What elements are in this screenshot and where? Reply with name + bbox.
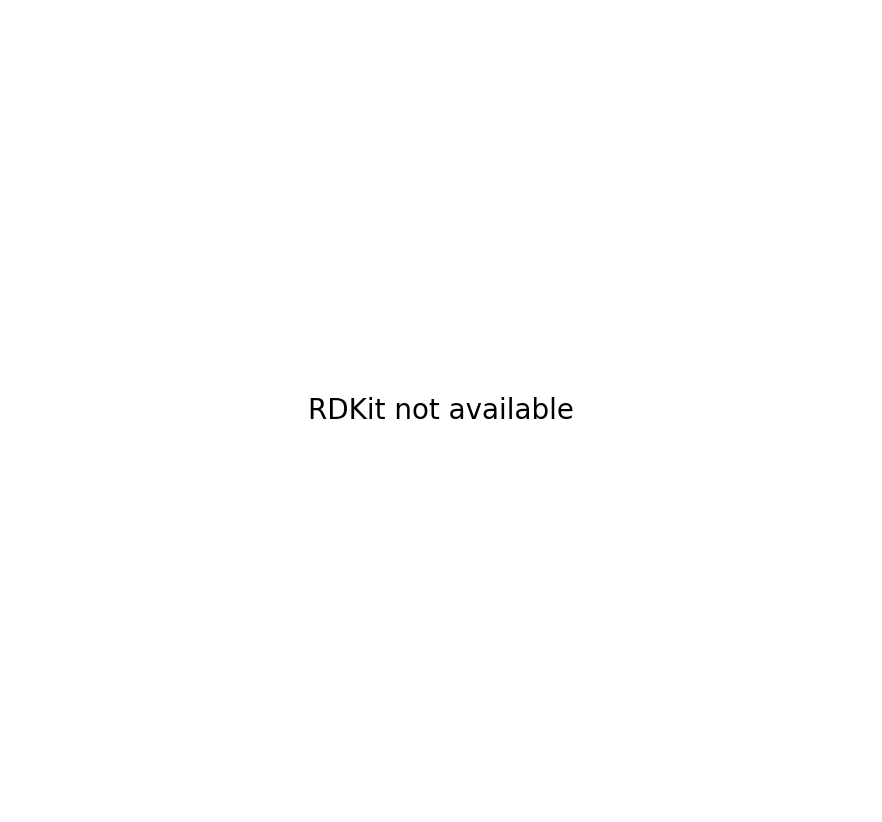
Text: RDKit not available: RDKit not available (308, 397, 574, 425)
